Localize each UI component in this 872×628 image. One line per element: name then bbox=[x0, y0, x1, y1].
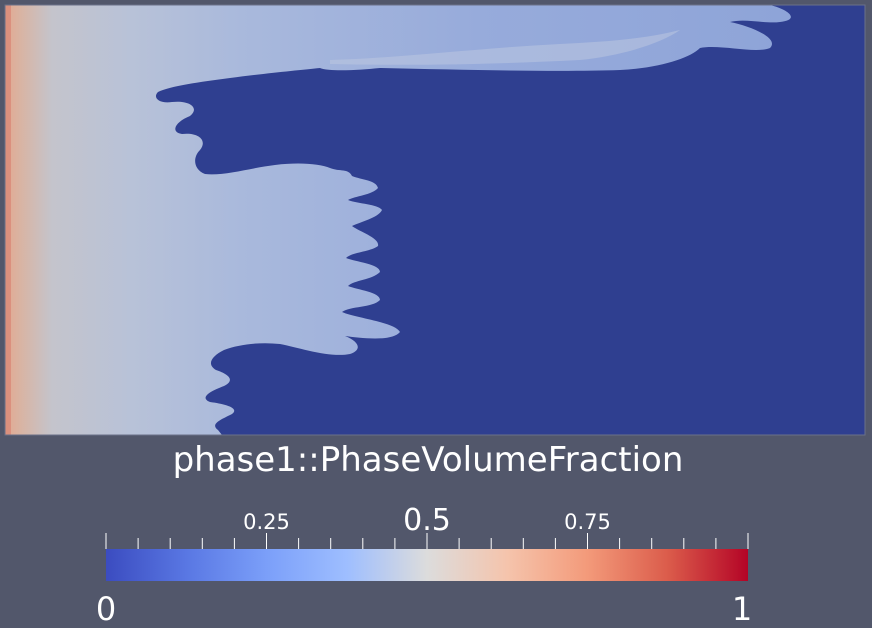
phase-front bbox=[5, 5, 791, 435]
colorbar-min-label: 0 bbox=[96, 590, 116, 628]
colorbar-tick-label: 0.25 bbox=[243, 510, 290, 534]
top-finger-detail bbox=[330, 30, 680, 65]
simulation-render[interactable] bbox=[0, 0, 872, 440]
inlet-boundary bbox=[5, 5, 11, 435]
colorbar-tick-labels: 0.25 0.5 0.75 bbox=[243, 503, 611, 538]
colorbar-minor-ticks bbox=[105, 533, 749, 549]
colorbar[interactable]: 0.25 0.5 0.75 0 1 bbox=[0, 490, 872, 628]
colorbar-tick-label: 0.5 bbox=[403, 503, 451, 538]
colorbar-gradient bbox=[106, 549, 748, 581]
colorbar-title: phase1::PhaseVolumeFraction bbox=[172, 440, 684, 480]
colorbar-tick-label: 0.75 bbox=[564, 510, 611, 534]
colorbar-max-label: 1 bbox=[732, 590, 752, 628]
domain-outline bbox=[4, 4, 866, 436]
